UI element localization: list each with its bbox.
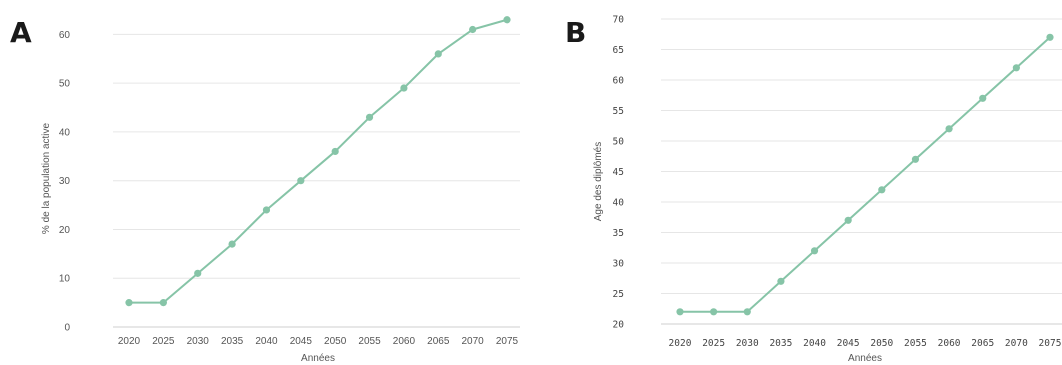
y-tick-label-b: 60 [613,76,625,87]
data-point-a-2060 [400,84,408,92]
data-point-a-2030 [194,269,202,277]
y-tick-label-a: 50 [59,79,71,90]
y-tick-label-a: 10 [59,274,71,285]
data-point-a-2040 [262,206,271,214]
x-tick-label-a: 2065 [427,336,450,347]
data-point-b-2020 [676,308,684,316]
data-point-b-2045 [844,216,852,224]
x-tick-label-b: 2035 [769,338,792,349]
data-point-a-2035 [228,240,236,248]
data-point-a-2055 [365,113,374,121]
panel-letter-b: B [565,16,587,49]
x-tick-label-a: 2030 [187,336,210,347]
series-line-a [129,18,508,304]
x-axis-title-a: Années [301,353,335,364]
data-point-a-2045 [297,177,305,185]
x-tick-label-b: 2055 [904,338,927,349]
x-tick-label-a: 2040 [255,336,278,347]
x-tick-label-b: 2040 [803,338,826,349]
x-tick-label-a: 2025 [152,336,175,347]
x-tick-label-b: 2020 [669,338,692,349]
data-point-b-2055 [911,155,920,163]
y-tick-label-b: 45 [613,167,624,178]
y-tick-label-b: 35 [613,228,624,239]
data-point-a-2020 [125,299,133,307]
y-tick-label-a: 40 [59,127,71,138]
data-point-a-2070 [469,25,477,34]
y-tick-label-a: 0 [64,323,70,334]
y-tick-label-a: 60 [59,30,71,41]
data-point-b-2070 [1012,64,1020,72]
x-tick-label-a: 2035 [221,336,244,347]
x-tick-label-b: 2065 [971,338,994,349]
data-point-b-2075 [1046,33,1054,41]
x-tick-label-b: 2070 [1005,338,1028,349]
data-point-b-2035 [777,277,785,285]
y-tick-label-a: 30 [59,176,71,187]
y-tick-label-b: 65 [613,45,624,56]
x-tick-label-b: 2045 [837,338,860,349]
x-tick-label-a: 2055 [358,336,381,347]
x-tick-label-a: 2075 [496,336,519,347]
x-axis-title-b: Années [848,353,882,364]
y-tick-label-a: 20 [59,225,71,236]
y-tick-label-b: 40 [613,198,625,209]
x-tick-label-a: 2070 [462,336,485,347]
y-tick-label-b: 70 [613,15,625,26]
panel-letter-a: A [10,16,32,49]
y-tick-label-b: 55 [613,106,624,117]
data-point-b-2050 [878,186,886,194]
x-tick-label-b: 2050 [870,338,893,349]
series-line-b [680,36,1051,313]
x-tick-label-a: 2050 [324,336,347,347]
y-axis-title-a: % de la population active [41,122,52,234]
data-point-a-2050 [331,147,339,156]
data-point-b-2040 [810,247,819,255]
data-point-b-2030 [743,308,751,316]
data-point-a-2065 [434,50,442,58]
x-tick-label-a: 2020 [118,336,141,347]
x-tick-label-a: 2045 [290,336,313,347]
x-tick-label-b: 2060 [938,338,961,349]
x-tick-label-a: 2060 [393,336,416,347]
y-tick-label-b: 25 [613,289,624,300]
x-tick-label-b: 2030 [736,338,759,349]
data-point-b-2060 [945,125,953,133]
data-point-b-2065 [979,94,987,102]
y-axis-title-b: Age des diplômés [593,142,604,222]
y-tick-label-b: 30 [613,259,625,270]
x-tick-label-b: 2025 [702,338,725,349]
chart-panel-b: 20 25 30 35 40 45 50 55 60 65 70 2020 2025 2030 2035 20… [531,0,1062,365]
x-tick-label-b: 2075 [1039,338,1062,349]
chart-panel-a: 0 10 20 30 40 50 60 2020 2025 2030 2035 2040 2045 205… [10,16,520,364]
data-point-a-2075 [503,16,511,24]
y-tick-label-b: 20 [613,320,625,331]
data-point-a-2025 [159,299,167,307]
data-point-b-2025 [710,308,718,316]
y-tick-label-b: 50 [613,137,625,148]
